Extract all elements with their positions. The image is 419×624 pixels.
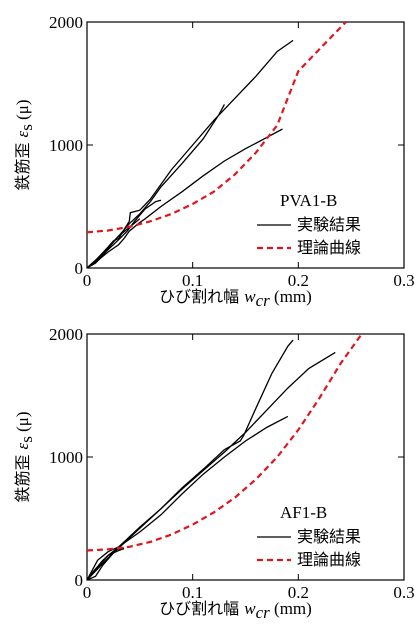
experimental-curve-5 — [87, 547, 125, 580]
x-tick-label: 0 — [83, 271, 92, 290]
x-axis-label: ひび割れ幅 wcr (mm) — [159, 599, 312, 622]
experimental-curve-3 — [87, 128, 283, 268]
x-tick-label: 0.1 — [182, 271, 203, 290]
legend-label-theoretical: 理論曲線 — [297, 550, 361, 569]
legend-title: PVA1-B — [280, 191, 337, 210]
x-tick-label: 0 — [83, 583, 92, 602]
x-tick-label: 0.1 — [182, 583, 203, 602]
y-tick-label: 1000 — [49, 448, 83, 467]
theoretical-curve — [87, 22, 347, 234]
x-tick-label: 0.2 — [288, 583, 309, 602]
legend-label-theoretical: 理論曲線 — [297, 238, 361, 257]
y-tick-label: 1000 — [49, 136, 83, 155]
x-tick-label: 0.2 — [288, 271, 309, 290]
x-tick-label: 0.3 — [393, 271, 414, 290]
x-tick-label: 0.3 — [393, 583, 414, 602]
theoretical-curve — [87, 334, 363, 552]
experimental-curve-4 — [87, 199, 162, 268]
y-tick-label: 2000 — [49, 13, 83, 32]
legend-title: AF1-B — [280, 503, 327, 522]
y-axis-label: 鉄筋歪 εs (μ) — [13, 411, 36, 502]
legend-label-experimental: 実験結果 — [297, 527, 361, 546]
x-axis-label: ひび割れ幅 wcr (mm) — [159, 287, 312, 310]
y-tick-label: 0 — [75, 259, 84, 278]
experimental-curve-1 — [87, 339, 294, 580]
y-axis-label: 鉄筋歪 εs (μ) — [13, 99, 36, 190]
legend-label-experimental: 実験結果 — [297, 215, 361, 234]
experimental-curve-3 — [87, 415, 289, 580]
y-tick-label: 2000 — [49, 325, 83, 344]
y-tick-label: 0 — [75, 571, 84, 590]
experimental-curve-4 — [87, 547, 125, 580]
experimental-curve-2 — [87, 104, 225, 268]
